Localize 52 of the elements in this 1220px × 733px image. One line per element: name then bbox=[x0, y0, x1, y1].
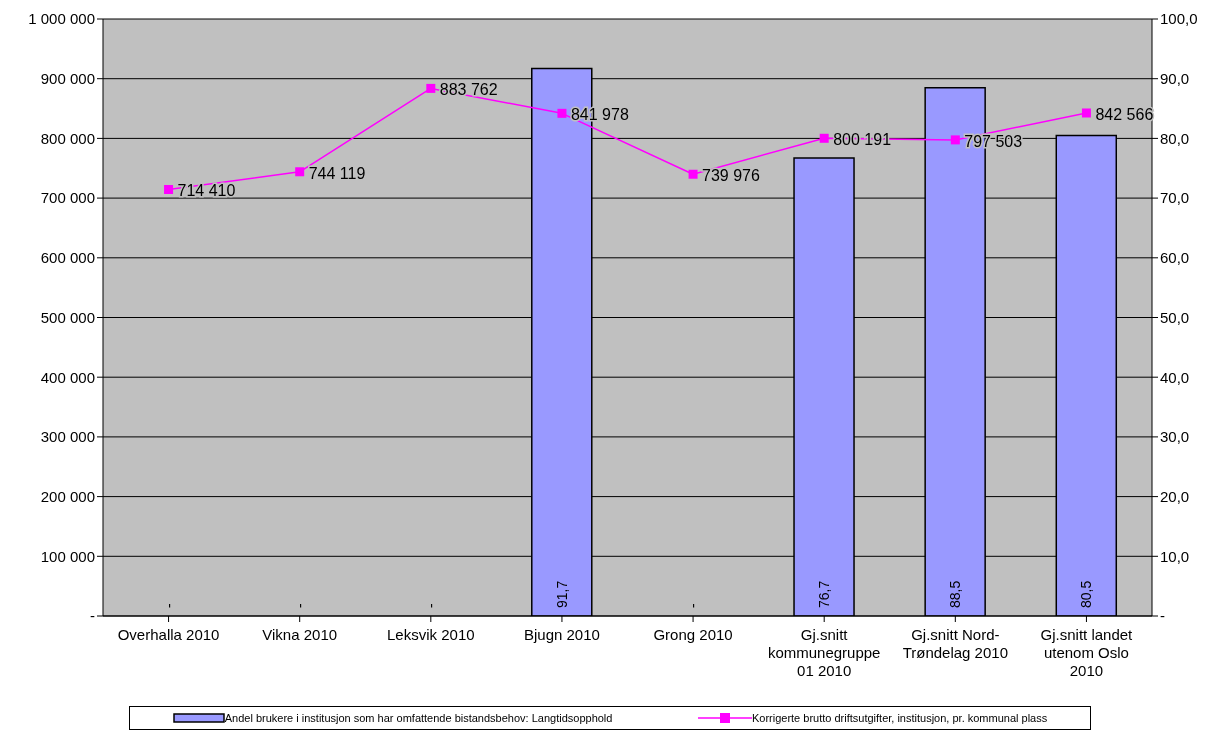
y-tick-label: 100 000 bbox=[40, 547, 95, 565]
y2-tick-label: 50,0 bbox=[1160, 308, 1190, 326]
data-label: 91,7 bbox=[553, 580, 570, 608]
y2-tick-label: 30,0 bbox=[1160, 428, 1190, 446]
y2-tick-label: - bbox=[1160, 607, 1165, 625]
y-tick-label: 200 000 bbox=[40, 487, 95, 505]
y-tick-label: - bbox=[90, 607, 95, 625]
y-tick-label: 400 000 bbox=[40, 368, 95, 386]
point bbox=[1081, 108, 1091, 118]
y2-tick-label: 70,0 bbox=[1160, 189, 1190, 207]
x-tick-label: Gj.snitt landet utenom Oslo 2010 bbox=[1040, 626, 1134, 679]
y2-tick-label: 40,0 bbox=[1160, 368, 1190, 386]
legend-label: Andel brukere i institusjon som har omfattende bistandsbehov: Langtidsopphold bbox=[224, 712, 613, 724]
x-tick-label: Vikna 2010 bbox=[262, 626, 338, 643]
x-tick-label: Gj.snitt kommunegruppe 01 2010 bbox=[767, 626, 881, 679]
y2-tick-label: 90,0 bbox=[1160, 70, 1190, 88]
data-label: 744 119 bbox=[308, 164, 366, 182]
point bbox=[819, 133, 829, 143]
y-tick-label: 300 000 bbox=[40, 428, 95, 446]
y-tick-label: 700 000 bbox=[40, 189, 95, 207]
data-label: - bbox=[422, 603, 439, 608]
y-tick-label: 1 000 000 bbox=[28, 10, 95, 28]
point bbox=[426, 83, 436, 93]
data-label: - bbox=[291, 603, 308, 608]
y2-tick-label: 100,0 bbox=[1160, 10, 1198, 28]
data-label: 842 566 bbox=[1095, 105, 1154, 123]
point bbox=[164, 185, 174, 194]
x-tick-label: Grong 2010 bbox=[653, 626, 733, 643]
data-label: 76,7 bbox=[816, 580, 833, 608]
legend-label: Korrigerte brutto driftsutgifter, institusjon, pr. kommunal plass bbox=[751, 712, 1048, 724]
x-tick-label: Gj.snitt Nord-Trøndelag 2010 bbox=[902, 626, 1008, 661]
point bbox=[688, 169, 698, 179]
data-label: 80,5 bbox=[1078, 580, 1095, 608]
data-label: 714 410 bbox=[177, 182, 236, 200]
point bbox=[557, 108, 567, 118]
point bbox=[295, 167, 305, 177]
x-tick-label: Leksvik 2010 bbox=[387, 626, 475, 643]
data-label: - bbox=[160, 603, 177, 608]
data-label: - bbox=[685, 603, 702, 608]
x-tick-label: Overhalla 2010 bbox=[117, 626, 220, 643]
y-tick-label: 900 000 bbox=[40, 70, 95, 88]
y-tick-label: 500 000 bbox=[40, 308, 95, 326]
x-tick-label: Bjugn 2010 bbox=[523, 626, 600, 643]
data-label: 739 976 bbox=[702, 167, 760, 185]
y2-tick-label: 10,0 bbox=[1160, 547, 1190, 565]
y2-tick-label: 80,0 bbox=[1160, 129, 1190, 147]
y2-tick-label: 60,0 bbox=[1160, 249, 1190, 267]
y-tick-label: 600 000 bbox=[40, 249, 95, 267]
y2-tick-label: 20,0 bbox=[1160, 487, 1190, 505]
data-label: 88,5 bbox=[947, 580, 964, 608]
y-tick-label: 800 000 bbox=[40, 129, 95, 147]
point bbox=[950, 135, 960, 145]
